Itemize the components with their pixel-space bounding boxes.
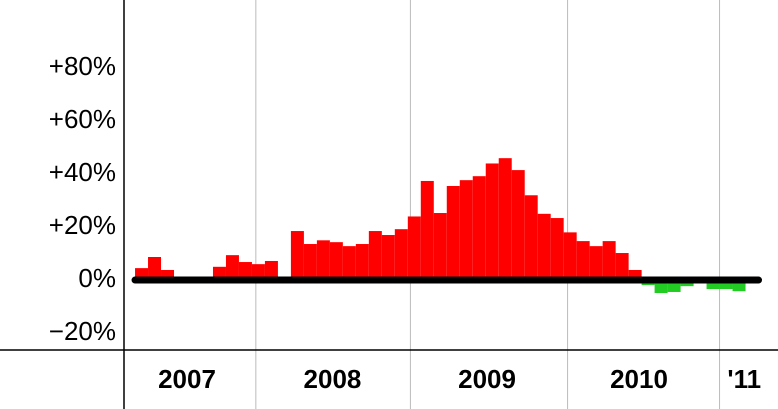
bar <box>485 163 499 281</box>
y-tick-label: +60% <box>49 104 116 134</box>
x-tick-label: 2010 <box>610 364 668 394</box>
bar <box>161 269 175 281</box>
y-tick-label: +20% <box>49 210 116 240</box>
x-tick-label: '11 <box>727 364 761 394</box>
bar <box>576 241 590 281</box>
bar <box>381 235 395 281</box>
bar <box>407 216 421 281</box>
x-tick-label: 2009 <box>458 364 516 394</box>
bar <box>589 246 603 281</box>
bar <box>667 280 681 292</box>
bar <box>615 253 629 281</box>
bar <box>602 241 616 281</box>
y-tick-label: 0% <box>78 263 116 293</box>
bar <box>511 170 525 281</box>
bar <box>316 240 330 281</box>
x-tick-label: 2008 <box>304 364 362 394</box>
bar <box>459 180 473 281</box>
bar <box>537 213 551 281</box>
x-tick-label: 2007 <box>158 364 216 394</box>
bar <box>420 180 434 281</box>
bar <box>329 242 343 281</box>
bar <box>342 246 356 281</box>
bar <box>225 255 239 281</box>
bar <box>264 260 278 281</box>
bar <box>472 176 486 281</box>
bar <box>251 264 265 281</box>
bar <box>524 195 538 281</box>
bar <box>355 244 369 281</box>
y-tick-label: +40% <box>49 157 116 187</box>
y-tick-label: +80% <box>49 51 116 81</box>
bar <box>563 232 577 281</box>
bar <box>706 280 720 290</box>
bar <box>550 218 564 281</box>
bar <box>433 213 447 281</box>
bar <box>135 268 149 281</box>
bar <box>719 280 733 290</box>
bar <box>148 257 162 281</box>
bar <box>446 185 460 281</box>
bar <box>628 269 642 281</box>
bar <box>238 262 252 281</box>
bar <box>368 231 382 281</box>
bar <box>498 158 512 281</box>
bar <box>732 280 746 292</box>
bar <box>394 229 408 281</box>
bar <box>303 244 317 281</box>
y-tick-label: −20% <box>49 316 116 346</box>
bar <box>290 231 304 281</box>
